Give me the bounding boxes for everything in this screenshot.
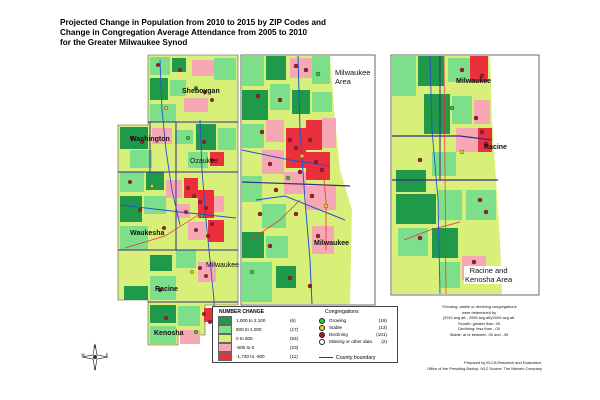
legend-range-label: -1,730 to -500 [236, 354, 265, 359]
compass-w: W [81, 352, 85, 357]
inset-title-milwaukee-area: Milwaukee Area [334, 68, 372, 86]
legend-range-count: (54) [290, 336, 299, 341]
legend-range-label: 0 to 500 [236, 336, 253, 341]
label-washington: Washington [130, 136, 170, 143]
legend-range-count: (17) [290, 327, 299, 332]
label-waukesha: Waukesha [130, 230, 165, 237]
legend-swatch-red [218, 352, 232, 361]
legend-county-boundary-label: County boundary [336, 354, 376, 361]
inset-title-milwaukee-line-1: Milwaukee [335, 68, 371, 77]
legend-range-row: 500 to 1,000 (17) [218, 325, 306, 334]
legend-swatch-dark-green [218, 316, 232, 325]
main-map [117, 54, 239, 346]
legend-county-boundary-row: County boundary [319, 354, 376, 361]
inset-title-milwaukee-line-2: Area [335, 77, 351, 86]
label-milwaukee-county: Milwaukee [206, 262, 240, 269]
compass-s: S [94, 366, 97, 371]
inset-label-milwaukee-north: Milwaukee [456, 78, 492, 85]
county-boundary-line-icon [319, 357, 333, 358]
legend-range-label: 500 to 1,000 [236, 327, 262, 332]
legend-range-label: -500 to 0 [236, 345, 255, 350]
legend-congregation-row: Growing (19) [319, 317, 387, 324]
legend-congregation-count: (19) [378, 318, 387, 323]
growing-dot-icon [319, 317, 325, 324]
title-line-1: Projected Change in Population from 2010… [60, 18, 327, 27]
notes-line-6: Stable: at or between .05 and -.05 [449, 331, 509, 337]
legend-congregation-label: Declining [329, 332, 348, 337]
label-sheboygan: Sheboygan [182, 88, 220, 95]
legend-range-row: -1,730 to -500 (11) [218, 352, 306, 361]
inset-label-racine-city: Racine [484, 144, 507, 151]
compass-e: E [106, 352, 109, 357]
notes-line-2: were determined by [461, 309, 497, 315]
declining-dot-icon [319, 331, 325, 338]
main-map-congregation-markers [127, 63, 214, 335]
compass-n: N [94, 344, 97, 349]
label-kenosha: Kenosha [154, 330, 184, 337]
label-ozaukee: Ozaukee [190, 158, 219, 165]
legend-range-row: -500 to 0 (23) [218, 343, 306, 352]
legend-congregation-label: Missing or other data [329, 339, 372, 344]
legend-congregation-row: Declining (101) [319, 331, 387, 338]
inset-label-milwaukee: Milwaukee [314, 240, 350, 247]
inset-title-racine-line-1: Racine and [469, 266, 508, 275]
legend-swatch-pink [218, 343, 232, 352]
credit-line-2: Office of the Presiding Bishop. 9/12 Sou… [427, 365, 542, 371]
notes-line-5: Declining: less than -.05 [458, 326, 500, 332]
legend-range-label: 1,000 to 2,100 [236, 318, 266, 323]
notes-line-4: Growth: greater than .05 [457, 320, 501, 326]
stable-dot-icon [319, 324, 325, 331]
legend-range-count: (23) [290, 345, 299, 350]
legend-congregation-count: (101) [376, 332, 387, 337]
map-legend: NUMBER CHANGE 1,000 to 2,100 (6) 500 to … [212, 306, 398, 363]
credit-line-1: Prepared by ELCA Research and Evaluation… [464, 360, 542, 365]
legend-range-row: 0 to 500 (54) [218, 334, 306, 343]
racine-kenosha-inset-congregation-markers [405, 67, 489, 277]
legend-swatch-yellow-green [218, 334, 232, 343]
title-line-3: for the Greater Milwaukee Synod [60, 38, 188, 47]
racine-kenosha-inset-map [390, 54, 540, 296]
notes-line-3: (2010 avg att - 2005 avg att)/2005 avg a… [442, 315, 516, 321]
milwaukee-inset-map [240, 54, 376, 306]
missing-data-dot-icon [319, 338, 325, 345]
legend-congregation-count: (2) [381, 339, 387, 344]
milwaukee-inset-congregation-markers [249, 63, 329, 289]
methodology-notes: *Growing, stable or declining congregati… [418, 304, 540, 338]
legend-congregation-row: Missing or other data (2) [319, 338, 387, 345]
map-title: Projected Change in Population from 2010… [60, 18, 390, 48]
legend-swatch-light-green [218, 325, 232, 334]
legend-congregation-label: Growing [329, 318, 347, 323]
compass-rose-icon: N S E W [81, 343, 109, 371]
notes-line-1: *Growing, stable or declining congregati… [441, 304, 517, 309]
legend-range-row: 1,000 to 2,100 (6) [218, 316, 306, 325]
credit-text: Prepared by ELCA Research and Evaluation… [400, 360, 542, 372]
legend-range-count: (11) [290, 354, 298, 359]
title-line-2: Change in Congregation Average Attendanc… [60, 28, 308, 37]
legend-range-count: (6) [290, 318, 296, 323]
legend-congregation-label: Stable [329, 325, 343, 330]
legend-congregation-count: (13) [378, 325, 387, 330]
legend-number-change-title: NUMBER CHANGE [219, 309, 264, 315]
label-racine: Racine [155, 286, 178, 293]
inset-title-racine-kenosha: Racine and Kenosha Area [464, 266, 514, 284]
inset-title-racine-line-2: Kenosha Area [465, 275, 513, 284]
legend-congregations-title: Congregations [325, 309, 359, 315]
legend-congregation-row: Stable (13) [319, 324, 387, 331]
